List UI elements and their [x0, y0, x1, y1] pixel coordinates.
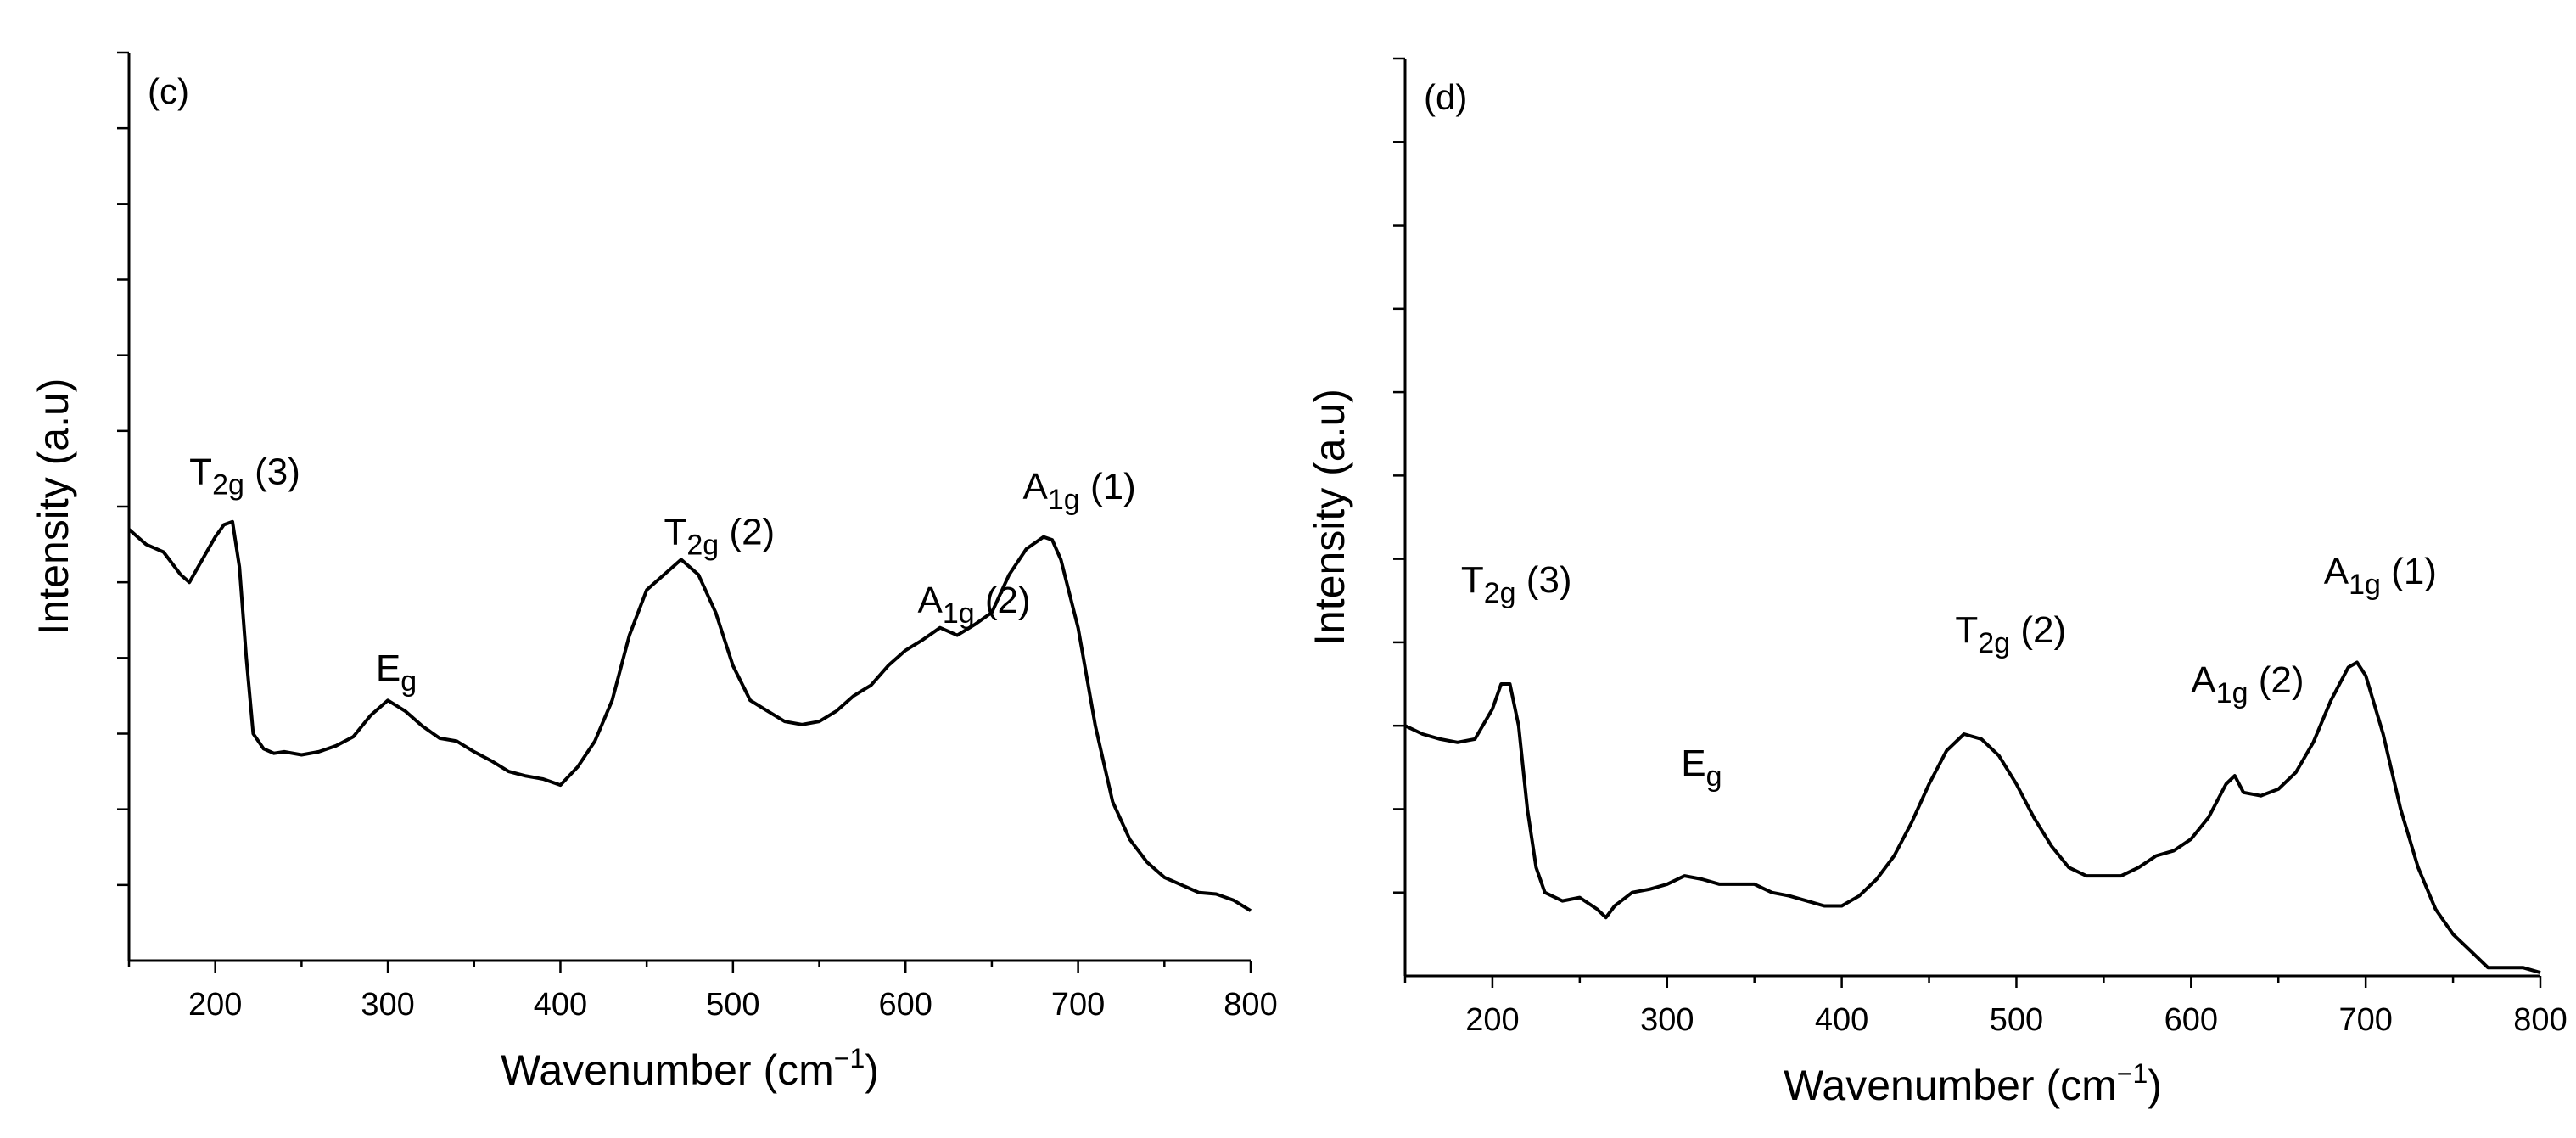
peak-annotation: Eg: [1681, 743, 1722, 793]
x-tick-label: 700: [1051, 987, 1105, 1023]
peak-annotation-symbol: A: [2191, 659, 2216, 701]
x-axis-title-text: Wavenumber (cm: [1784, 1062, 2117, 1109]
x-tick-label: 200: [188, 987, 242, 1023]
peak-annotation-symbol: A: [1023, 466, 1049, 507]
series-line: [127, 519, 1252, 912]
peak-annotation-subscript: 1g: [943, 597, 975, 630]
peak-annotation-symbol: T: [1955, 609, 1978, 651]
peak-annotation-subscript: g: [400, 665, 417, 698]
peak-annotation-mode: (1): [1080, 466, 1136, 507]
panel-c: 200 300 400 500 600 700 800 Wavenumber (cm−1) In…: [30, 51, 1278, 1094]
peak-annotation: A1g (2): [917, 580, 1030, 630]
x-tick-label: 200: [1465, 1002, 1519, 1038]
peak-annotation: T2g (3): [189, 451, 300, 501]
peak-annotation-subscript: 2g: [1484, 577, 1516, 609]
peak-annotation: T2g (3): [1461, 559, 1572, 609]
peak-annotation: T2g (2): [1955, 609, 2066, 659]
x-tick-label: 800: [2513, 1002, 2567, 1038]
x-axis-title-exponent: −1: [834, 1043, 865, 1074]
x-tick-label: 600: [879, 987, 932, 1023]
peak-annotation-symbol: T: [664, 512, 686, 553]
x-tick-label: 400: [1815, 1002, 1868, 1038]
x-tick-label: 700: [2338, 1002, 2392, 1038]
peak-annotation-subscript: 1g: [2349, 569, 2381, 601]
peak-annotation-mode: (2): [719, 512, 775, 553]
x-axis-title-text: Wavenumber (cm: [501, 1046, 834, 1094]
peak-annotation-mode: (2): [2248, 659, 2304, 701]
x-tick-label: 800: [1224, 987, 1277, 1023]
peak-annotation: Eg: [376, 647, 417, 698]
x-tick-label: 500: [1990, 1002, 2043, 1038]
panel-label: (d): [1424, 77, 1467, 117]
x-axis-title-close: ): [865, 1046, 879, 1094]
peak-annotation-subscript: 2g: [212, 468, 244, 501]
y-axis-title: Intensity (a.u): [30, 378, 77, 636]
peak-annotation-mode: (1): [2381, 551, 2437, 592]
peak-annotation-mode: (3): [1516, 559, 1572, 601]
x-axis-title: Wavenumber (cm−1): [501, 1043, 879, 1094]
peak-annotation-mode: (2): [975, 580, 1031, 621]
peak-annotation-mode: (3): [244, 451, 300, 492]
x-axis-title-exponent: −1: [2117, 1058, 2148, 1089]
peak-annotation-mode: (2): [2010, 609, 2066, 651]
x-tick-label: 300: [361, 987, 414, 1023]
peak-annotation-symbol: A: [917, 580, 943, 621]
x-tick-label: 600: [2164, 1002, 2218, 1038]
peak-annotation-symbol: A: [2324, 551, 2349, 592]
panel-label: (c): [148, 71, 189, 111]
peak-annotation-symbol: T: [1461, 559, 1484, 601]
x-tick-label: 300: [1640, 1002, 1694, 1038]
x-tick-label: 500: [706, 987, 759, 1023]
peak-annotation-subscript: 1g: [1048, 484, 1080, 516]
x-axis-title-close: ): [2148, 1062, 2162, 1109]
peak-annotation-symbol: E: [1681, 743, 1705, 784]
peak-annotation-subscript: 1g: [2216, 677, 2248, 709]
series-line: [1404, 660, 2541, 975]
panel-d: 200 300 400 500 600 700 800 Wavenumber (cm−1) In…: [1306, 57, 2568, 1109]
peak-annotation: A1g (1): [1023, 466, 1136, 516]
peak-annotation: A1g (1): [2324, 551, 2437, 601]
peak-annotation-subscript: 2g: [1978, 627, 2010, 659]
x-axis-title: Wavenumber (cm−1): [1784, 1058, 2162, 1109]
peak-annotation-symbol: T: [189, 451, 212, 492]
x-tick-label: 400: [534, 987, 587, 1023]
peak-annotation-symbol: E: [376, 647, 400, 689]
peak-annotation: T2g (2): [664, 512, 775, 562]
peak-annotation: A1g (2): [2191, 659, 2304, 709]
peak-annotation-subscript: 2g: [686, 530, 719, 562]
peak-annotation-subscript: g: [1706, 760, 1722, 793]
y-axis-title: Intensity (a.u): [1306, 389, 1353, 646]
